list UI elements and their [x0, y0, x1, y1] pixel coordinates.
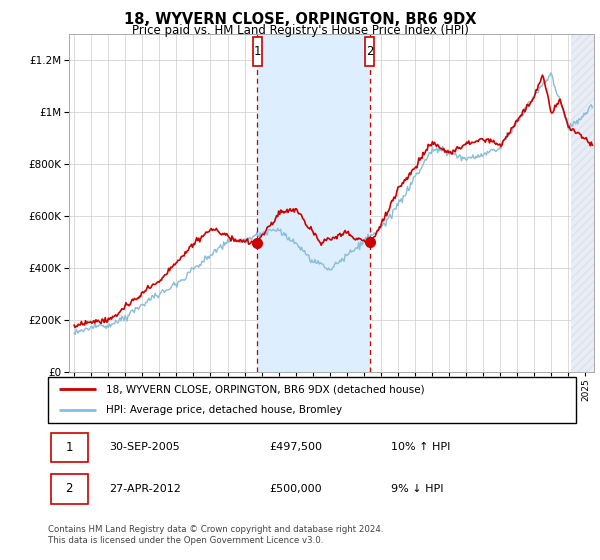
Text: HPI: Average price, detached house, Bromley: HPI: Average price, detached house, Brom…: [106, 405, 342, 416]
Text: 30-SEP-2005: 30-SEP-2005: [109, 442, 179, 452]
Text: 1: 1: [65, 441, 73, 454]
Text: £497,500: £497,500: [270, 442, 323, 452]
Text: 18, WYVERN CLOSE, ORPINGTON, BR6 9DX: 18, WYVERN CLOSE, ORPINGTON, BR6 9DX: [124, 12, 476, 27]
Text: 2: 2: [65, 482, 73, 496]
Text: 1: 1: [254, 45, 261, 58]
FancyBboxPatch shape: [365, 37, 374, 66]
Text: £500,000: £500,000: [270, 484, 322, 494]
Text: 18, WYVERN CLOSE, ORPINGTON, BR6 9DX (detached house): 18, WYVERN CLOSE, ORPINGTON, BR6 9DX (de…: [106, 384, 425, 394]
Text: 10% ↑ HPI: 10% ↑ HPI: [391, 442, 451, 452]
Bar: [571, 34, 594, 372]
Text: 27-APR-2012: 27-APR-2012: [109, 484, 181, 494]
FancyBboxPatch shape: [50, 474, 88, 504]
Text: 2: 2: [366, 45, 373, 58]
FancyBboxPatch shape: [253, 37, 262, 66]
Text: 9% ↓ HPI: 9% ↓ HPI: [391, 484, 444, 494]
FancyBboxPatch shape: [48, 377, 576, 423]
FancyBboxPatch shape: [50, 432, 88, 463]
Bar: [257, 34, 370, 372]
Text: Price paid vs. HM Land Registry's House Price Index (HPI): Price paid vs. HM Land Registry's House …: [131, 24, 469, 36]
Text: Contains HM Land Registry data © Crown copyright and database right 2024.
This d: Contains HM Land Registry data © Crown c…: [48, 525, 383, 545]
Bar: [571, 34, 594, 372]
